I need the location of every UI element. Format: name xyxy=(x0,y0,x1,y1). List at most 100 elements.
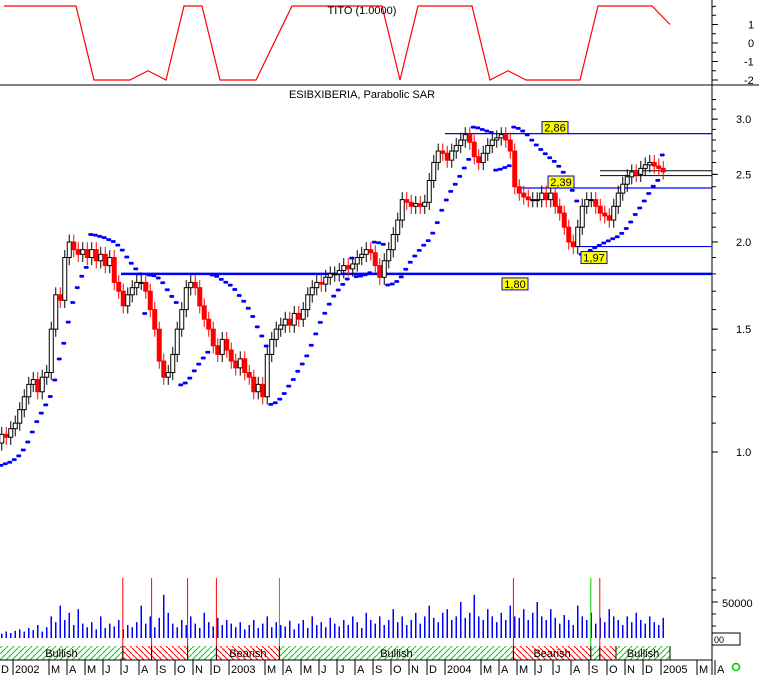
candle-body xyxy=(395,219,401,235)
sar-dot xyxy=(292,377,296,381)
candle-body xyxy=(471,141,477,158)
time-label: S xyxy=(375,664,382,675)
sar-dot xyxy=(409,260,413,264)
sar-dot xyxy=(661,153,665,157)
sar-dot xyxy=(378,241,382,245)
trend-band-bull xyxy=(187,646,217,660)
candle-body xyxy=(386,249,392,262)
candle-body xyxy=(210,328,216,347)
trend-band-bear xyxy=(151,646,188,660)
candle-body xyxy=(633,171,639,175)
trend-band-label: Bullish xyxy=(627,648,659,660)
candle-body xyxy=(66,241,72,259)
time-label: M xyxy=(267,664,276,675)
sar-dot xyxy=(310,343,314,347)
candle-body xyxy=(534,199,540,202)
sar-dot xyxy=(450,189,454,193)
status-icon[interactable] xyxy=(731,662,741,672)
time-label: M xyxy=(519,664,528,675)
sar-dot xyxy=(243,299,247,303)
candle-body xyxy=(390,233,396,251)
sar-dot xyxy=(45,403,49,407)
candle-body xyxy=(588,199,594,202)
level-labels: 2,86 2,39 1,97 1,80 xyxy=(501,121,608,291)
sar-dot xyxy=(499,167,503,171)
volume-box xyxy=(711,632,741,646)
sar-dot xyxy=(481,127,485,131)
sar-dot xyxy=(657,178,661,182)
time-label: O xyxy=(609,664,618,675)
candle-body xyxy=(507,139,513,152)
time-label: J xyxy=(105,664,111,675)
candle-body xyxy=(278,324,284,330)
candle-body xyxy=(224,338,230,351)
candle-body xyxy=(17,409,23,424)
candle-body xyxy=(539,192,545,201)
sar-dot xyxy=(117,243,121,247)
candle-body xyxy=(53,294,59,330)
candle-body xyxy=(8,428,14,438)
sar-dot xyxy=(54,378,58,382)
sar-dot xyxy=(9,460,13,464)
candle-body xyxy=(332,273,338,276)
sar-dot xyxy=(639,206,643,210)
candle-body xyxy=(129,287,135,296)
candle-body xyxy=(444,152,450,161)
sar-dot xyxy=(180,383,184,387)
candle-body xyxy=(143,281,149,292)
candle-body xyxy=(431,161,437,181)
candle-body xyxy=(165,372,171,378)
sar-dot xyxy=(211,273,215,277)
sar-dot xyxy=(202,356,206,360)
time-label: 2002 xyxy=(15,664,39,675)
level-label-box xyxy=(501,277,529,291)
candle-body xyxy=(449,150,455,161)
time-label: J xyxy=(537,664,543,675)
sar-dot xyxy=(108,238,112,242)
sar-dot xyxy=(468,157,472,161)
sar-dot xyxy=(171,294,175,298)
sar-dot xyxy=(238,294,242,298)
candle-body xyxy=(26,383,32,398)
candle-body xyxy=(341,265,347,272)
sar-dot xyxy=(351,256,355,260)
sar-dot xyxy=(436,221,440,225)
candle-body xyxy=(503,134,509,141)
sar-dot xyxy=(387,283,391,287)
candle-body xyxy=(453,144,459,152)
sar-dot xyxy=(522,129,526,133)
candle-body xyxy=(62,257,68,301)
candle-body xyxy=(327,273,333,278)
candle-body xyxy=(255,383,261,393)
price-tick-label: 2.5 xyxy=(736,169,751,181)
sar-dot xyxy=(252,314,256,318)
trend-band-bull xyxy=(0,646,123,660)
candle-body xyxy=(458,139,464,146)
sar-dot xyxy=(558,164,562,168)
candle-body xyxy=(584,199,590,207)
sar-dot xyxy=(535,143,539,147)
sar-dot xyxy=(166,288,170,292)
time-label: 2005 xyxy=(663,664,687,675)
sar-dot xyxy=(607,239,611,243)
candle-body xyxy=(381,260,387,278)
sar-dot xyxy=(81,274,85,278)
price-tick-label: 3.0 xyxy=(736,114,751,126)
level-label: 2,86 xyxy=(544,123,565,135)
sar-dot xyxy=(306,354,310,358)
sar-dot xyxy=(364,273,368,277)
candle-body xyxy=(228,349,234,362)
candle-body xyxy=(615,192,621,207)
sar-dot xyxy=(135,267,139,271)
candle-body xyxy=(260,383,266,398)
sar-dot xyxy=(247,306,251,310)
candle-body xyxy=(660,167,666,173)
sar-dot xyxy=(396,280,400,284)
trend-band-bear xyxy=(513,646,591,660)
candle-body xyxy=(309,287,315,296)
candle-body xyxy=(530,199,536,202)
sar-dot xyxy=(355,275,359,279)
sar-dot xyxy=(40,411,44,415)
candle-body xyxy=(188,281,194,289)
candle-body xyxy=(21,396,27,411)
